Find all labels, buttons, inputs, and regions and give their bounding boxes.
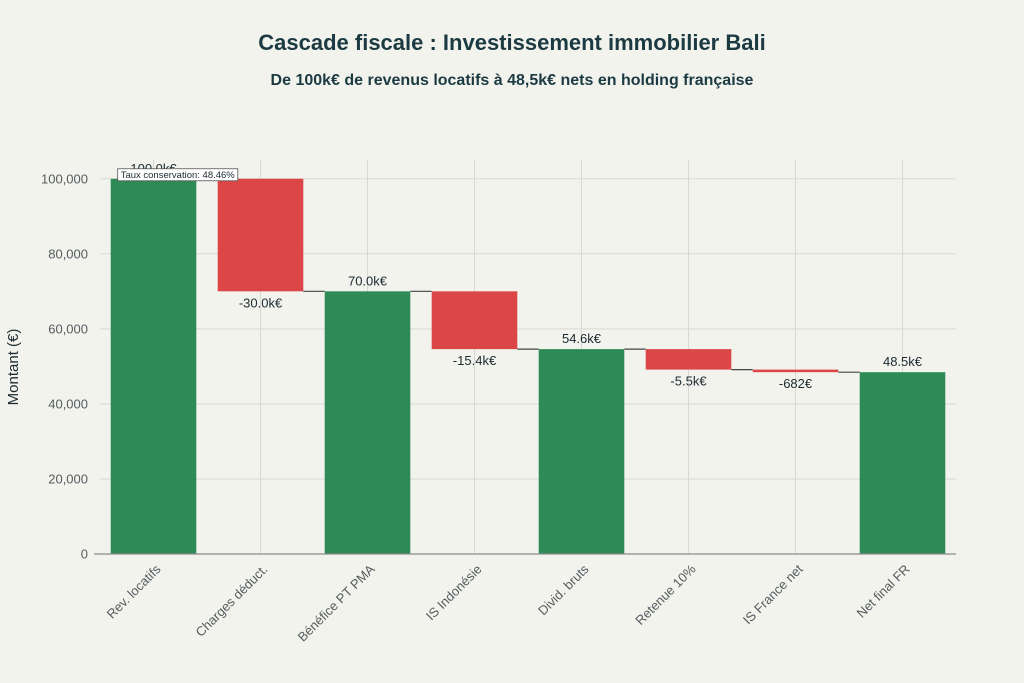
value-label: -682€ bbox=[779, 376, 813, 391]
bar-is-indonesie bbox=[431, 291, 518, 350]
value-label: -15.4k€ bbox=[453, 353, 497, 368]
y-tick-label: 60,000 bbox=[48, 321, 88, 336]
x-tick-label: Net final FR bbox=[853, 562, 912, 621]
bar-benefice-pt-pma bbox=[324, 291, 411, 554]
value-label: -30.0k€ bbox=[239, 295, 283, 310]
annotation-background bbox=[117, 168, 239, 182]
y-tick-label: 20,000 bbox=[48, 471, 88, 486]
chart-title: Cascade fiscale : Investissement immobil… bbox=[258, 30, 766, 55]
y-tick-label: 100,000 bbox=[41, 171, 88, 186]
value-label: 54.6k€ bbox=[562, 331, 602, 346]
bar-rev-locatifs bbox=[110, 178, 197, 554]
x-tick-label: Divid. bruts bbox=[535, 561, 592, 618]
bar-charges-deduct bbox=[217, 178, 304, 292]
bar-is-france-net bbox=[752, 369, 839, 373]
bar-divid-bruts bbox=[538, 349, 625, 554]
bar-net-final-fr bbox=[859, 372, 946, 554]
chart-subtitle: De 100k€ de revenus locatifs à 48,5k€ ne… bbox=[270, 72, 754, 89]
value-label: 70.0k€ bbox=[348, 273, 388, 288]
x-tick-label: IS Indonésie bbox=[423, 562, 485, 624]
value-label: 48.5k€ bbox=[883, 354, 923, 369]
y-tick-label: 80,000 bbox=[48, 246, 88, 261]
y-axis-title: Montant (€) bbox=[5, 329, 22, 406]
value-label: -5.5k€ bbox=[670, 374, 707, 389]
annotation-text: Taux conservation: 48.46% bbox=[121, 170, 236, 181]
annotation-box: Taux conservation: 48.46% bbox=[117, 168, 239, 182]
bar-retenue-10 bbox=[645, 349, 732, 370]
x-tick-label: IS France net bbox=[740, 561, 806, 627]
x-tick-label: Charges déduct. bbox=[193, 562, 271, 640]
x-tick-label: Bénéfice PT PMA bbox=[295, 561, 378, 644]
x-tick-label: Rev. locatifs bbox=[104, 561, 164, 621]
bars-layer bbox=[110, 178, 946, 554]
y-tick-label: 40,000 bbox=[48, 396, 88, 411]
y-tick-label: 0 bbox=[81, 547, 88, 562]
x-tick-label: Retenue 10% bbox=[632, 561, 699, 628]
